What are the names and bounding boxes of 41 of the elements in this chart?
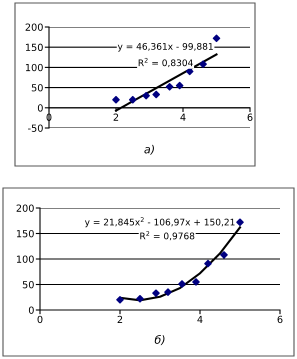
point <box>204 260 212 268</box>
point <box>128 96 137 104</box>
point <box>220 251 228 259</box>
y-tick-label: 50 <box>22 280 34 288</box>
x-tick-label: 6 <box>248 114 252 121</box>
point <box>212 34 220 42</box>
x-tick-label: 6 <box>278 316 282 324</box>
x-tick-label: 4 <box>197 316 203 323</box>
y-tick-label: 50 <box>32 84 43 92</box>
point <box>136 294 144 303</box>
point <box>186 68 194 76</box>
annotation: y = 21,845x$^{2}$ - 106,97x + 150,21 <box>84 217 235 228</box>
point <box>164 288 172 296</box>
y-tick-label: 200 <box>26 23 43 31</box>
x-tick-label: 4 <box>180 114 186 121</box>
annotation: R$^{2}$ = 0,8304 <box>138 58 193 68</box>
point <box>236 218 244 226</box>
point <box>142 92 150 100</box>
point <box>176 82 184 90</box>
x-axis-title: б) <box>154 335 164 346</box>
point <box>199 60 207 68</box>
y-tick-label: 0 <box>28 306 34 314</box>
y-tick-label: 100 <box>16 255 34 263</box>
annotation: y = 46,361x - 99,881 <box>118 42 213 52</box>
y-tick-label: 200 <box>16 204 34 212</box>
y-tick-label: 0 <box>38 104 43 112</box>
y-tick-label: 150 <box>26 44 43 52</box>
point <box>112 96 120 104</box>
point <box>192 278 200 286</box>
y-tick-label: 150 <box>16 230 34 238</box>
point <box>152 90 160 98</box>
y-tick-label: 100 <box>26 64 43 72</box>
y-tick-label: -50 <box>28 124 43 132</box>
point <box>152 289 160 297</box>
annotation: R$^{2}$ = 0,9768 <box>140 231 194 240</box>
x-tick-label: 2 <box>118 316 122 323</box>
x-axis-title: а) <box>144 144 154 155</box>
point <box>166 82 174 91</box>
point <box>116 296 124 304</box>
x-tick-label: 2 <box>114 114 118 121</box>
point <box>178 280 186 288</box>
